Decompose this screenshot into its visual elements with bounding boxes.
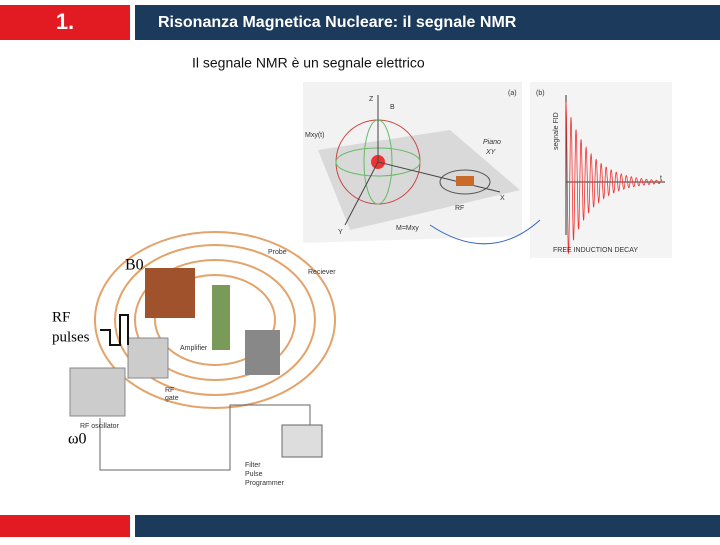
panel-label: (a) bbox=[508, 90, 517, 97]
label: XY bbox=[485, 149, 497, 156]
footer-red bbox=[0, 515, 130, 537]
label: pulses bbox=[52, 329, 90, 345]
apparatus: B0 RF pulses ω0 Probe Reciever Amplifier… bbox=[52, 231, 336, 487]
label: RF bbox=[455, 205, 464, 212]
label: Pulse bbox=[245, 471, 263, 478]
label: Piano bbox=[483, 139, 501, 146]
label: Mxy(t) bbox=[305, 132, 324, 139]
label: RF bbox=[52, 309, 70, 325]
label: B bbox=[390, 104, 395, 111]
panel-bg bbox=[530, 82, 672, 258]
wire bbox=[99, 404, 311, 471]
coil bbox=[456, 176, 474, 186]
rf-oscillator bbox=[69, 367, 126, 417]
magnet bbox=[245, 330, 280, 375]
computer bbox=[281, 424, 323, 458]
label: Amplifier bbox=[180, 345, 208, 352]
y-axis bbox=[344, 161, 379, 226]
pulses bbox=[100, 314, 129, 346]
y-label: segnale FID bbox=[553, 112, 560, 150]
header-number-box bbox=[0, 5, 130, 40]
header-number: 1. bbox=[56, 9, 74, 34]
rf-gate bbox=[127, 337, 169, 379]
label: RF bbox=[165, 387, 174, 394]
label: Probe bbox=[268, 249, 287, 256]
label: RF oscillator bbox=[80, 423, 120, 430]
label: M=Mxy bbox=[396, 225, 419, 232]
arrow bbox=[429, 219, 541, 245]
label: Programmer bbox=[245, 480, 285, 487]
label: Z bbox=[369, 96, 374, 103]
caption: FREE INDUCTION DECAY bbox=[553, 247, 638, 254]
label: Reciever bbox=[308, 269, 336, 276]
label: gate bbox=[165, 395, 179, 402]
label: Filter bbox=[245, 462, 261, 469]
fid-curve bbox=[565, 101, 663, 254]
subtitle: Il segnale NMR è un segnale elettrico bbox=[192, 55, 425, 71]
label: Y bbox=[338, 229, 343, 236]
t-label: t bbox=[660, 175, 662, 182]
x-axis bbox=[377, 161, 501, 193]
footer-bar bbox=[135, 515, 720, 537]
figure-b: (b) segnale FID t FREE INDUCTION DECAY bbox=[530, 82, 672, 258]
label: B0 bbox=[125, 257, 144, 274]
plane bbox=[318, 130, 520, 230]
panel-label: (b) bbox=[536, 90, 545, 97]
label: ω0 bbox=[68, 431, 87, 448]
probe-coil bbox=[212, 285, 230, 350]
header-bar bbox=[135, 5, 720, 40]
label: X bbox=[500, 195, 505, 202]
magnet bbox=[145, 268, 195, 318]
header-title: Risonanza Magnetica Nucleare: il segnale… bbox=[158, 14, 517, 31]
figure-a: Z B Mxy(t) Piano XY X Y RF M=Mxy (a) bbox=[303, 82, 522, 243]
field-lines bbox=[439, 169, 491, 195]
